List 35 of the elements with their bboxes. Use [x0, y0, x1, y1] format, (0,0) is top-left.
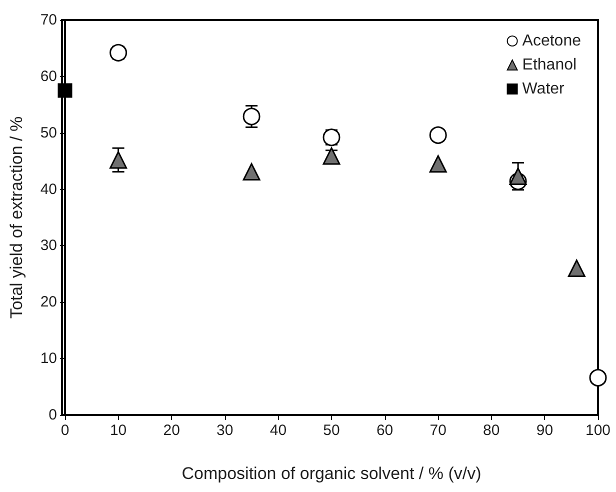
point	[110, 151, 128, 169]
x-tick-label: 90	[536, 422, 554, 439]
y-tick-label: 0	[48, 406, 57, 424]
point	[589, 369, 607, 387]
x-tick-label: 20	[163, 422, 180, 439]
x-tick-label: 10	[110, 422, 127, 439]
point	[509, 168, 527, 186]
point	[429, 155, 447, 173]
x-tick-label: 70	[430, 422, 446, 439]
y-axis-title: Total yield of extraction / %	[7, 116, 26, 319]
legend-label: Ethanol	[522, 56, 577, 74]
x-tick-label: 60	[376, 422, 394, 439]
y-tick-label: 70	[40, 12, 57, 28]
x-tick-label: 40	[270, 422, 287, 439]
x-tick-label: 100	[585, 422, 611, 439]
x-axis-title: Composition of organic solvent / % (v/v)	[182, 464, 482, 483]
point	[242, 108, 260, 126]
y-tick-label: 50	[40, 124, 57, 142]
point	[110, 44, 128, 62]
x-tick-label: 30	[216, 422, 234, 439]
legend-label: Water	[522, 80, 566, 98]
y-tick-label: 30	[40, 237, 57, 254]
x-tick-label: 50	[323, 422, 340, 439]
point	[322, 147, 340, 165]
x-tick-label: 80	[483, 422, 500, 439]
point	[568, 260, 586, 278]
y-tick-label: 40	[40, 180, 57, 198]
y-tick-label: 20	[40, 294, 57, 311]
x-tick-label: 0	[60, 422, 70, 439]
point	[429, 126, 447, 144]
point	[242, 163, 260, 181]
y-tick-label: 10	[40, 350, 57, 368]
y-tick-label: 60	[40, 68, 57, 85]
legend-label: Acetone	[522, 32, 582, 50]
point	[58, 83, 72, 98]
